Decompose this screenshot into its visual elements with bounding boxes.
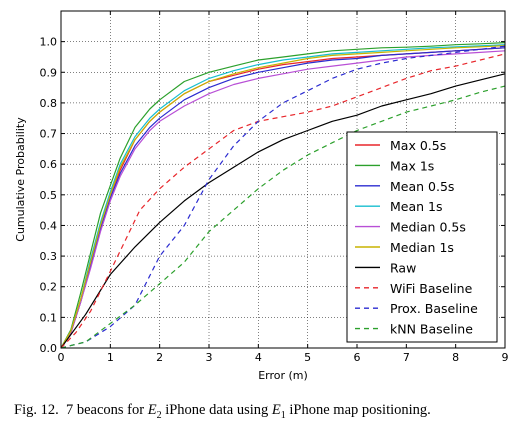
y-tick-label: 0.6 — [40, 158, 58, 171]
y-tick-label: 0.4 — [40, 219, 58, 232]
y-tick-label: 1.0 — [40, 36, 58, 49]
x-tick-label: 5 — [304, 351, 311, 364]
x-tick-label: 3 — [206, 351, 213, 364]
x-tick-label: 1 — [107, 351, 114, 364]
series-line-1 — [60, 42, 506, 349]
x-tick-label: 8 — [452, 351, 459, 364]
legend-label: kNN Baseline — [390, 322, 473, 337]
x-tick-label: 7 — [403, 351, 410, 364]
series-line-6 — [60, 73, 506, 349]
y-axis-label: Cumulative Probability — [14, 117, 27, 242]
x-tick-label: 4 — [255, 351, 262, 364]
y-tick-label: 0.0 — [40, 342, 58, 355]
series-line-2 — [60, 47, 506, 349]
legend-label: Median 1s — [390, 240, 454, 255]
cdf-chart: 0 1 2 3 4 5 6 7 8 9 0.0 0.1 0.2 0.3 0.4 0.5 0.6 0.7 0.8 0.9… — [14, 10, 509, 382]
legend: Max 0.5s Max 1s Mean 0.5s Mean 1s Median 0.5… — [346, 131, 498, 343]
caption-text-b: iPhone data using — [161, 402, 272, 418]
series-lines — [60, 42, 506, 349]
axis-ticks: 0 1 2 3 4 5 6 7 8 9 0.0 0.1 0.2 0.3 0.4 0.5 0.6 0.7 0.8 0.9… — [40, 11, 509, 364]
y-tick-label: 0.5 — [40, 189, 58, 202]
y-tick-label: 0.8 — [40, 97, 58, 110]
y-tick-label: 0.2 — [40, 281, 58, 294]
legend-box — [346, 131, 498, 343]
x-tick-label: 6 — [354, 351, 361, 364]
series-line-8 — [60, 45, 506, 349]
x-tick-label: 0 — [58, 351, 65, 364]
legend-label: Max 1s — [390, 158, 434, 173]
series-line-5 — [60, 45, 506, 349]
y-tick-label: 0.3 — [40, 250, 58, 263]
caption-e2-sub: 2 — [156, 409, 162, 421]
legend-label: Max 0.5s — [390, 138, 446, 153]
series-line-3 — [60, 44, 506, 349]
legend-label: WiFi Baseline — [390, 281, 473, 296]
caption-prefix: Fig. 12. — [14, 402, 59, 418]
series-line-4 — [60, 50, 506, 349]
figure-caption: Fig. 12. 7 beacons for E2 iPhone data us… — [14, 402, 519, 421]
legend-label: Mean 1s — [390, 199, 443, 214]
legend-label: Mean 0.5s — [390, 179, 454, 194]
legend-label: Median 0.5s — [390, 220, 466, 235]
x-axis-label: Error (m) — [258, 369, 308, 382]
caption-e1-sub: 1 — [280, 409, 286, 421]
caption-text-c: iPhone map positioning. — [285, 402, 431, 418]
caption-e-main-2: E — [271, 402, 281, 418]
y-tick-label: 0.7 — [40, 128, 58, 141]
y-tick-label: 0.1 — [40, 311, 58, 324]
caption-e-main: E — [147, 402, 157, 418]
y-tick-label: 0.9 — [40, 66, 58, 79]
x-tick-label: 2 — [156, 351, 163, 364]
legend-label: Raw — [390, 260, 416, 275]
caption-text-a: 7 beacons for — [65, 402, 148, 418]
legend-label: Prox. Baseline — [390, 301, 478, 316]
plot-frame — [60, 10, 506, 349]
x-tick-label: 9 — [502, 351, 509, 364]
